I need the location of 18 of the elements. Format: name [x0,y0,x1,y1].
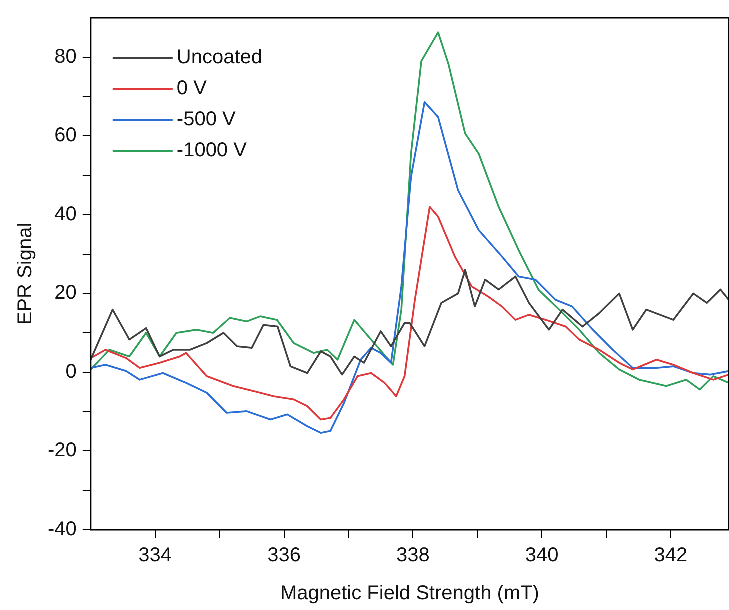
x-tick-label: 342 [654,544,688,567]
y-tick-label: -20 [48,440,77,462]
legend-label: 0 V [176,78,208,100]
x-tick-label: 334 [138,544,172,567]
y-tick-label: 0 [66,360,77,383]
y-tick-label: 40 [54,203,77,226]
y-tick-label: -40 [48,518,77,541]
y-tick-label: 80 [54,46,77,68]
x-tick-label: 340 [525,544,559,567]
legend-label: -500 V [176,108,236,131]
x-tick-label: 336 [268,544,301,567]
legend-label: Uncoated [176,46,263,69]
legend-label: -1000 V [176,140,248,162]
y-tick-label: 20 [54,282,77,304]
x-axis-title: Magnetic Field Strength (mT) [280,582,540,605]
y-tick-label: 60 [54,124,77,147]
y-axis-title: EPR Signal [14,222,37,326]
x-tick-label: 338 [396,544,430,567]
